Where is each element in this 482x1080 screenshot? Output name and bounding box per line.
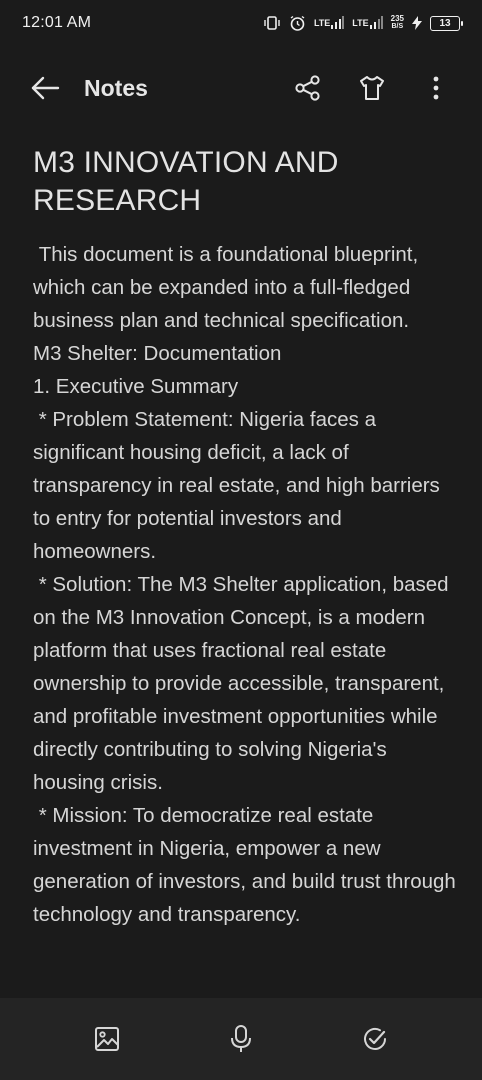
lte-label-1: LTE [313, 17, 331, 28]
battery-indicator: 13 [430, 15, 463, 31]
back-arrow-icon [31, 76, 60, 100]
note-title[interactable]: M3 INNOVATION AND RESEARCH [33, 146, 339, 217]
shirt-icon [360, 76, 384, 100]
bottom-toolbar [0, 998, 482, 1080]
share-icon [295, 75, 320, 101]
vibrate-icon [263, 16, 281, 30]
voice-input-button[interactable] [219, 1017, 263, 1061]
status-bar: 12:01 AM LTE LTE 235 B/S 13 [0, 0, 482, 46]
image-icon [95, 1027, 119, 1051]
network-speed: 235 B/S [391, 15, 404, 31]
signal-icon-2: LTE [352, 16, 383, 30]
speed-unit: B/S [391, 23, 404, 30]
check-circle-icon [364, 1027, 386, 1050]
theme-button[interactable] [354, 70, 390, 106]
more-options-button[interactable] [418, 70, 454, 106]
share-button[interactable] [290, 70, 326, 106]
status-icons: LTE LTE 235 B/S 13 [263, 15, 463, 32]
alarm-icon [289, 15, 306, 32]
page-title: Notes [84, 75, 148, 101]
app-bar: Notes [0, 58, 482, 118]
speed-value: 235 [390, 14, 404, 23]
insert-image-button[interactable] [85, 1017, 129, 1061]
microphone-icon [231, 1025, 251, 1052]
status-time: 12:01 AM [22, 14, 92, 31]
battery-level: 13 [439, 17, 451, 29]
checklist-button[interactable] [353, 1017, 397, 1061]
back-button[interactable] [28, 72, 62, 104]
lte-label-2: LTE [352, 17, 369, 28]
note-body[interactable]: This document is a foundational blueprin… [33, 243, 456, 926]
signal-icon-1: LTE [313, 16, 345, 30]
more-vertical-icon [433, 76, 439, 100]
charging-icon [412, 16, 422, 30]
